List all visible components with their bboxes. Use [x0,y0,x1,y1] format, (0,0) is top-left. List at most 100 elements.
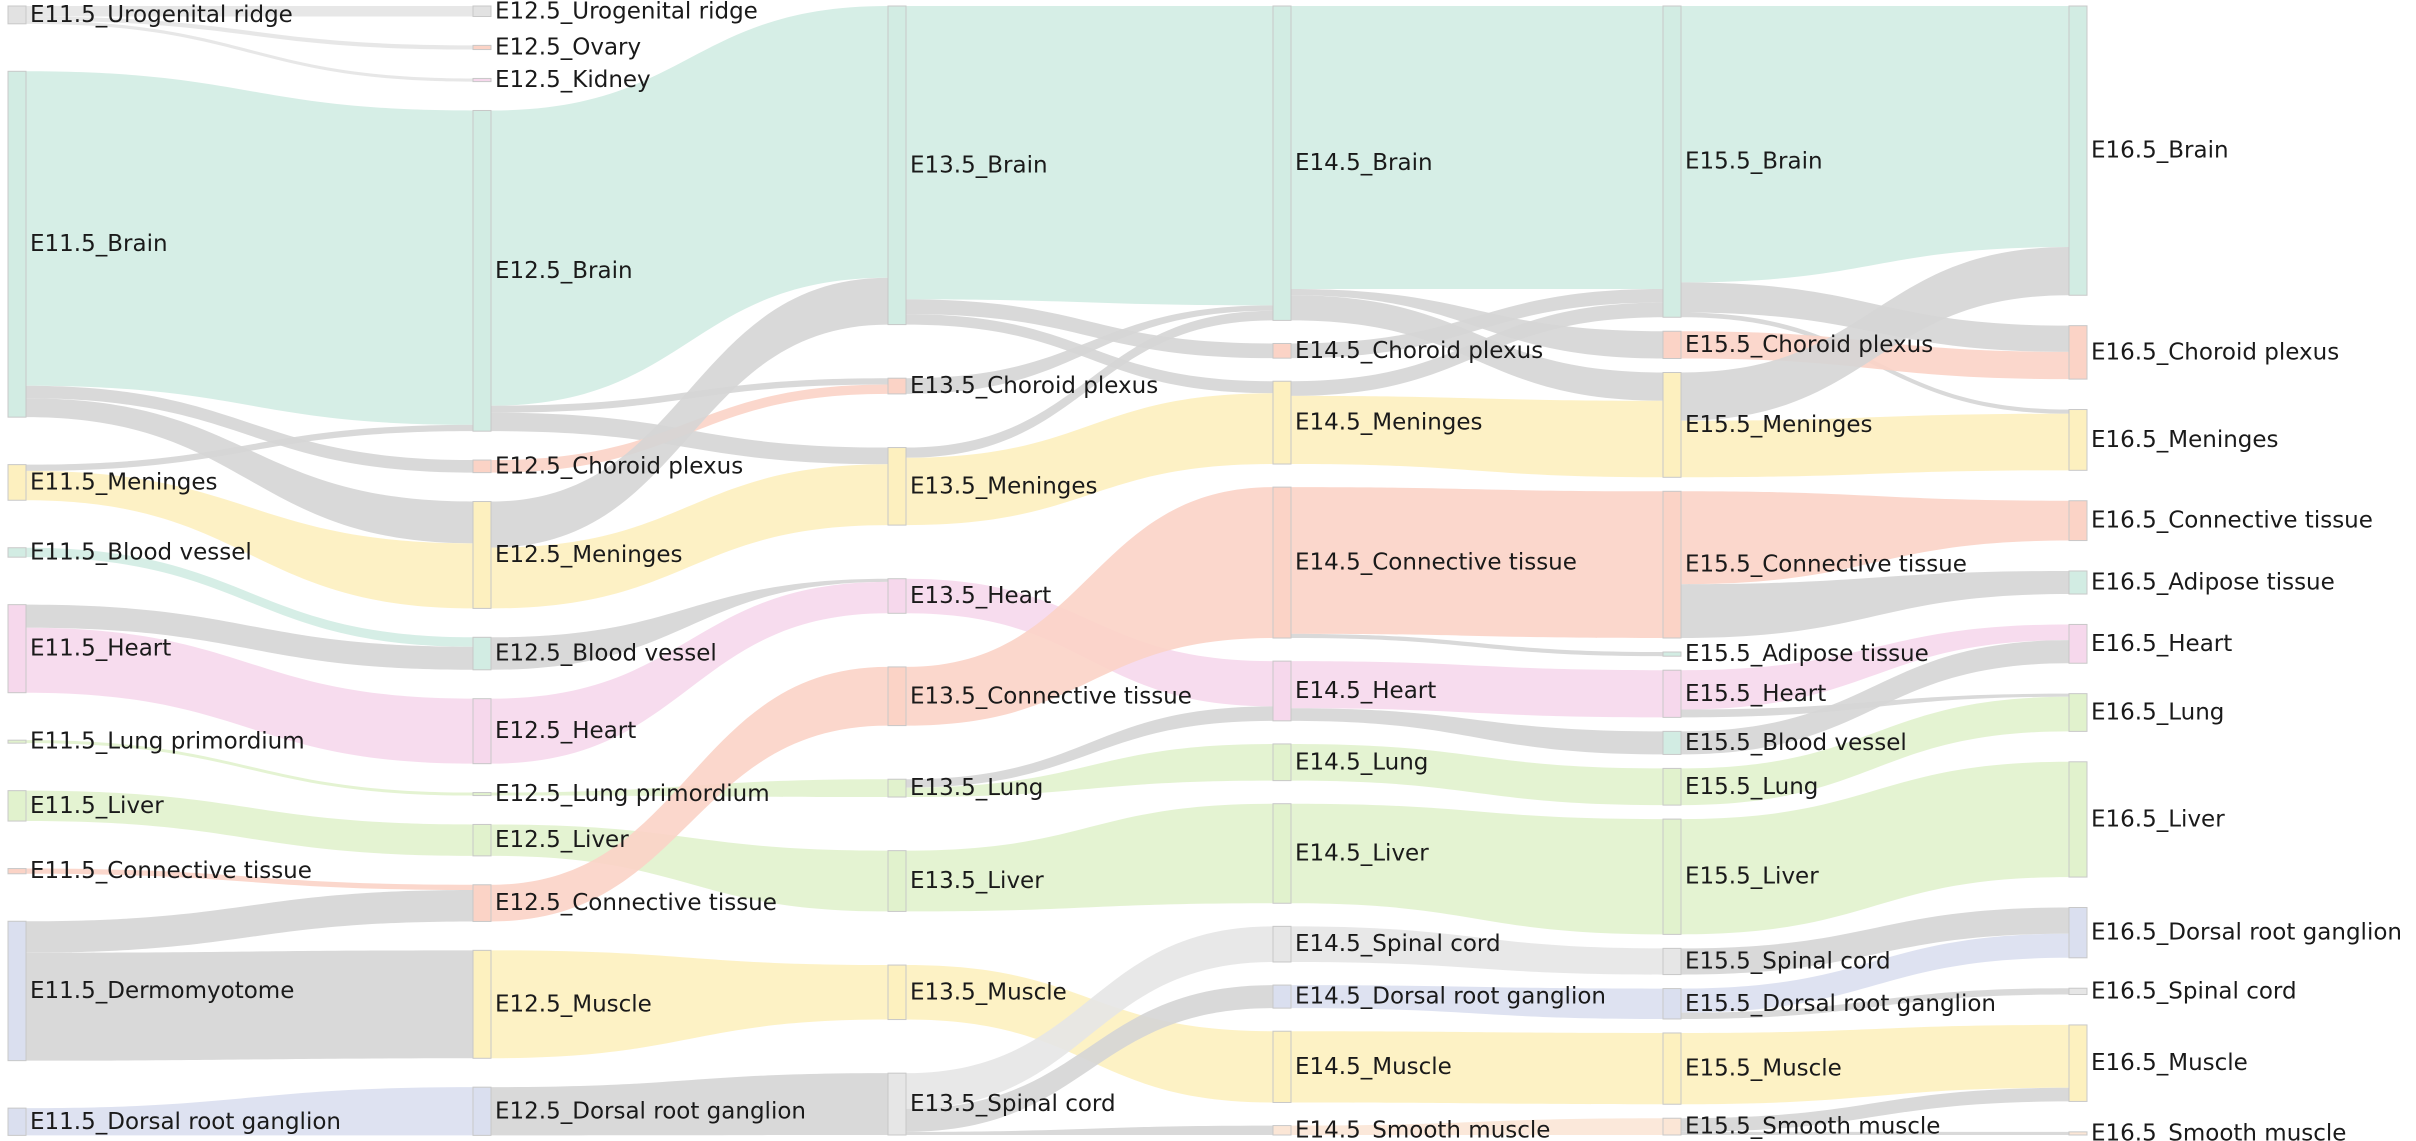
labels-layer: E11.5_Urogenital ridge E11.5_Brain E11.5_M… [30,0,2402,1141]
label-e15-5-blood-vessel: E15.5_Blood vessel [1685,730,1907,756]
label-e14-5-choroid-plexus: E14.5_Choroid plexus [1295,338,1543,364]
node-e12-5-heart [472,698,492,765]
node-e12-5-lung-primordium [472,792,492,797]
node-e12-5-brain [472,109,492,432]
flow-e13-5-spinal-cord-to-e14-5-spinal-cord [906,926,1273,1109]
label-e15-5-dorsal-root-ganglion: E15.5_Dorsal root ganglion [1685,991,1996,1017]
flow-e12-5-heart-to-e13-5-heart [491,581,888,764]
label-e16-5-spinal-cord: E16.5_Spinal cord [2091,978,2297,1004]
label-e11-5-urogenital-ridge: E11.5_Urogenital ridge [30,2,293,28]
node-e15-5-adipose-tissue [1662,651,1682,657]
flow-e14-5-meninges-to-e15-5-meninges [1291,395,1663,478]
flow-e13-5-meninges-to-e14-5-meninges [906,393,1273,526]
flow-e14-5-heart-to-e15-5-heart [1291,661,1663,718]
label-e14-5-muscle: E14.5_Muscle [1295,1054,1452,1080]
label-e13-5-lung: E13.5_Lung [910,775,1043,801]
node-e15-5-connective-tissue [1662,490,1682,639]
flow-e14-5-connective-tissue-to-e15-5-connective-tissue [1291,487,1663,639]
label-e13-5-connective-tissue: E13.5_Connective tissue [910,683,1192,709]
flow-e11-5-brain-to-e12-5-choroid-plexus [26,385,473,473]
node-e15-5-dorsal-root-ganglion [1662,988,1682,1020]
label-e12-5-dorsal-root-ganglion: E12.5_Dorsal root ganglion [495,1098,806,1124]
flow-e14-5-muscle-to-e15-5-muscle [1291,1031,1663,1105]
flow-e12-5-meninges-to-e13-5-meninges [491,464,888,609]
node-e14-5-heart [1272,660,1292,722]
node-e16-5-spinal-cord [2068,987,2088,996]
node-e11-5-connective-tissue [7,868,27,875]
label-e12-5-muscle: E12.5_Muscle [495,991,652,1017]
label-e16-5-meninges: E16.5_Meninges [2091,427,2279,453]
flow-e15-5-connective-tissue-to-e16-5-adipose-tissue [1681,570,2069,639]
label-e13-5-liver: E13.5_Liver [910,868,1044,894]
flow-e15-5-lung-to-e16-5-lung [1681,696,2069,806]
flow-e13-5-spinal-cord-to-e14-5-dorsal-root-ganglion [906,985,1273,1132]
node-e12-5-kidney [472,77,492,83]
node-e13-5-spinal-cord [887,1072,907,1136]
flow-e14-5-spinal-cord-to-e15-5-spinal-cord [1291,926,1663,975]
flow-e12-5-liver-to-e13-5-liver [491,824,888,912]
flow-e11-5-liver-to-e12-5-liver [26,790,473,856]
node-e11-5-urogenital-ridge [7,5,27,25]
label-e16-5-smooth-muscle: E16.5_Smooth muscle [2091,1120,2346,1141]
flow-e12-5-dorsal-root-ganglion-to-e13-5-spinal-cord [491,1073,888,1136]
flow-e13-5-spinal-cord-to-e14-5-smooth-muscle [906,1125,1273,1135]
flow-e13-5-brain-to-e14-5-meninges [906,314,1273,394]
node-e13-5-connective-tissue [887,666,907,727]
node-e15-5-meninges [1662,371,1682,478]
label-e12-5-heart: E12.5_Heart [495,718,636,744]
label-e16-5-adipose-tissue: E16.5_Adipose tissue [2091,570,2335,596]
label-e14-5-heart: E14.5_Heart [1295,678,1436,704]
label-e14-5-liver: E14.5_Liver [1295,840,1429,866]
flow-e14-5-smooth-muscle-to-e15-5-smooth-muscle [1291,1118,1663,1135]
node-e14-5-dorsal-root-ganglion [1272,984,1292,1009]
flow-e13-5-choroid-plexus-to-e14-5-brain [906,305,1273,394]
flow-e12-5-brain-to-e13-5-meninges [491,412,888,465]
flow-e12-5-muscle-to-e13-5-muscle [491,950,888,1059]
label-e11-5-blood-vessel: E11.5_Blood vessel [30,539,252,565]
label-e15-5-heart: E15.5_Heart [1685,681,1826,707]
label-e14-5-lung: E14.5_Lung [1295,749,1428,775]
node-e13-5-heart [887,578,907,614]
flow-e14-5-liver-to-e15-5-liver [1291,803,1663,935]
label-e15-5-brain: E15.5_Brain [1685,149,1823,175]
label-e11-5-heart: E11.5_Heart [30,636,171,662]
label-e14-5-connective-tissue: E14.5_Connective tissue [1295,550,1577,576]
flow-e15-5-smooth-muscle-to-e16-5-muscle [1681,1087,2069,1132]
flow-e13-5-connective-tissue-to-e14-5-connective-tissue [906,487,1273,726]
node-e16-5-dorsal-root-ganglion [2068,906,2088,959]
label-e16-5-brain: E16.5_Brain [2091,138,2229,164]
flow-e11-5-connective-tissue-to-e12-5-connective-tissue [26,868,473,891]
flow-e15-5-smooth-muscle-to-e16-5-smooth-muscle [1681,1131,2069,1135]
node-e15-5-liver [1662,818,1682,935]
node-e14-5-brain [1272,5,1292,321]
label-e13-5-spinal-cord: E13.5_Spinal cord [910,1091,1116,1117]
label-e16-5-heart: E16.5_Heart [2091,631,2232,657]
flow-e12-5-blood-vessel-to-e13-5-heart [491,578,888,670]
flow-e15-5-brain-to-e16-5-brain [1681,6,2069,283]
flow-e15-5-connective-tissue-to-e16-5-connective-tissue [1681,491,2069,585]
node-e15-5-choroid-plexus [1662,330,1682,359]
label-e15-5-smooth-muscle: E15.5_Smooth muscle [1685,1114,1940,1140]
label-e11-5-liver: E11.5_Liver [30,793,164,819]
label-e16-5-connective-tissue: E16.5_Connective tissue [2091,508,2373,534]
links-layer [26,6,2069,1136]
label-e11-5-dermomyotome: E11.5_Dermomyotome [30,978,294,1004]
node-e11-5-meninges [7,464,27,501]
label-e13-5-meninges: E13.5_Meninges [910,473,1098,499]
node-e11-5-blood-vessel [7,547,27,558]
flow-e11-5-urogenital-ridge-to-e12-5-kidney [26,20,473,82]
flow-e15-5-blood-vessel-to-e16-5-heart [1681,640,2069,755]
label-e16-5-choroid-plexus: E16.5_Choroid plexus [2091,339,2339,365]
node-e11-5-lung-primordium [7,739,27,744]
node-e13-5-liver [887,850,907,912]
flow-e14-5-connective-tissue-to-e15-5-adipose-tissue [1291,633,1663,657]
flow-e14-5-dorsal-root-ganglion-to-e15-5-dorsal-root-ganglion [1291,985,1663,1019]
flow-e15-5-liver-to-e16-5-liver [1681,761,2069,935]
label-e16-5-liver: E16.5_Liver [2091,806,2225,832]
node-e12-5-connective-tissue [472,884,492,922]
label-e15-5-adipose-tissue: E15.5_Adipose tissue [1685,641,1929,667]
node-e11-5-dorsal-root-ganglion [7,1107,27,1136]
flow-e14-5-heart-to-e15-5-blood-vessel [1291,708,1663,755]
label-e15-5-connective-tissue: E15.5_Connective tissue [1685,552,1967,578]
